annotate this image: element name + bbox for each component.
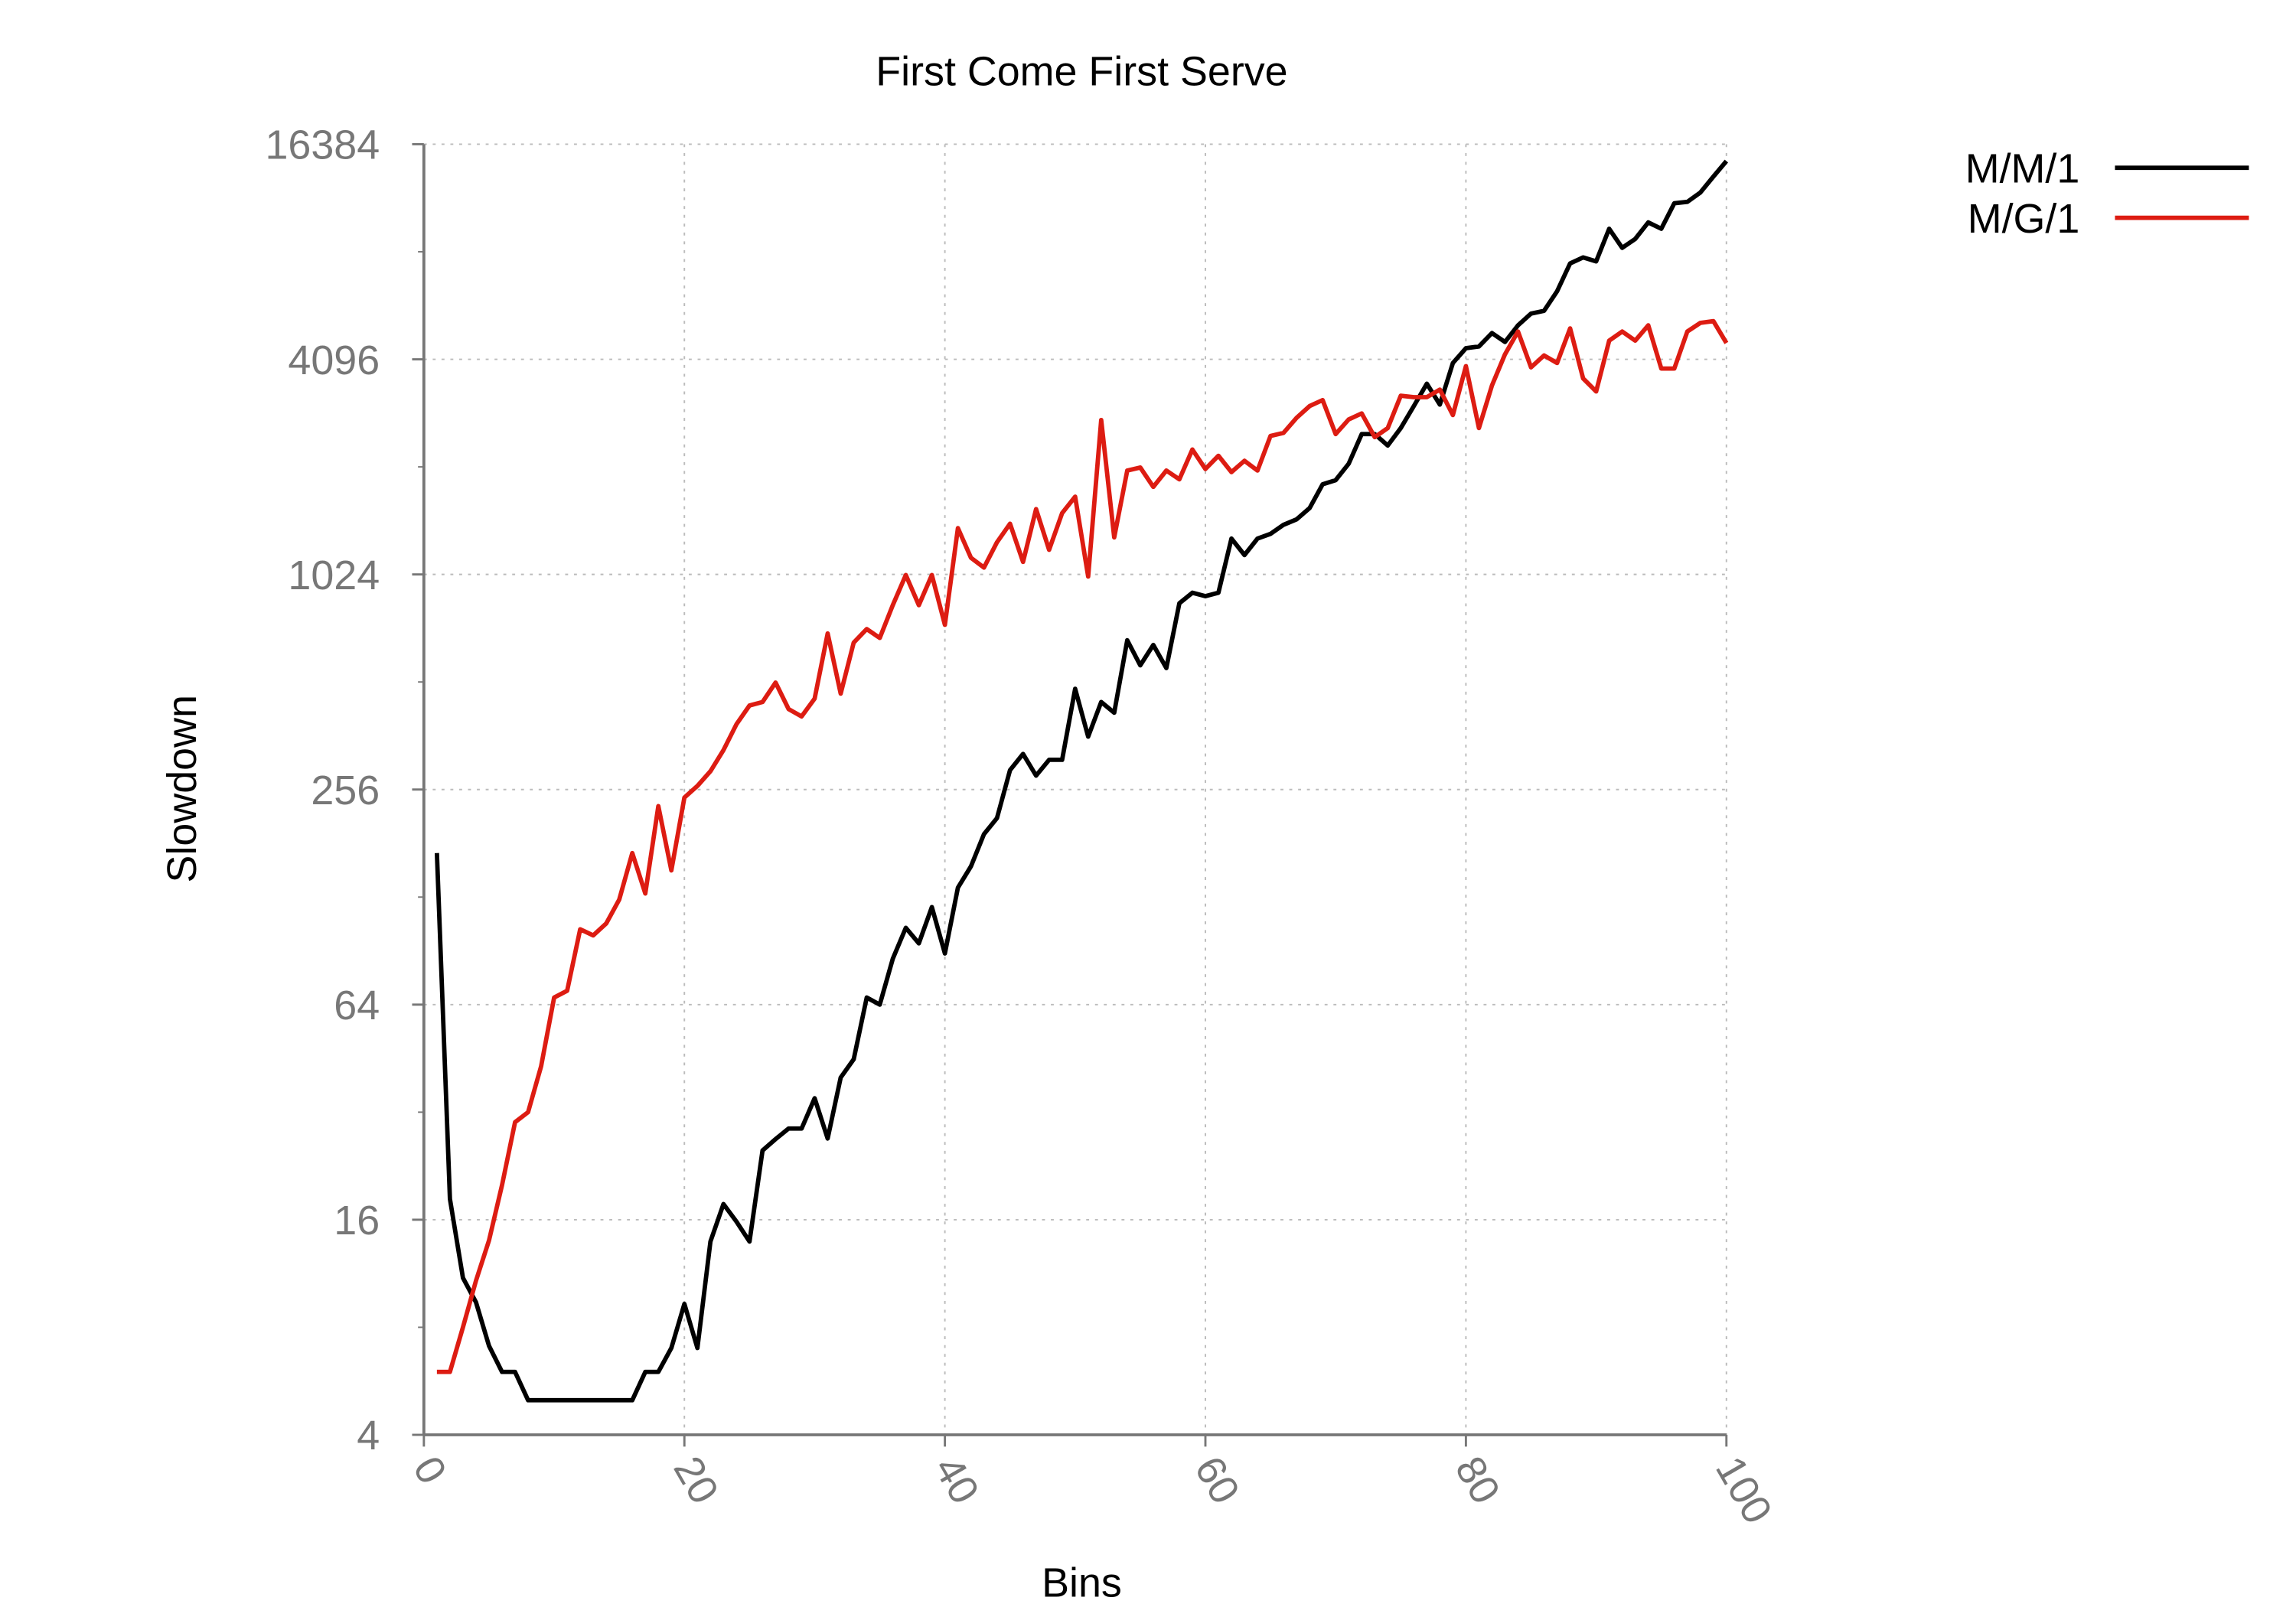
line-series xyxy=(434,159,1728,1403)
line-series xyxy=(436,318,1729,1374)
y-tick-label: 1024 xyxy=(288,553,380,598)
y-tick-label: 4 xyxy=(357,1413,380,1459)
legend-label: M/M/1 xyxy=(1965,145,2080,191)
chart-title: First Come First Serve xyxy=(876,49,1287,95)
legend-label: M/G/1 xyxy=(1968,196,2080,242)
y-tick-label: 4096 xyxy=(288,337,380,383)
x-axis-label: Bins xyxy=(1042,1560,1122,1606)
y-tick-label: 16384 xyxy=(265,122,380,168)
y-axis-label: Slowdown xyxy=(159,695,205,882)
y-tick-label: 16 xyxy=(334,1198,380,1244)
y-tick-label: 64 xyxy=(334,983,380,1028)
y-tick-label: 256 xyxy=(311,768,380,813)
